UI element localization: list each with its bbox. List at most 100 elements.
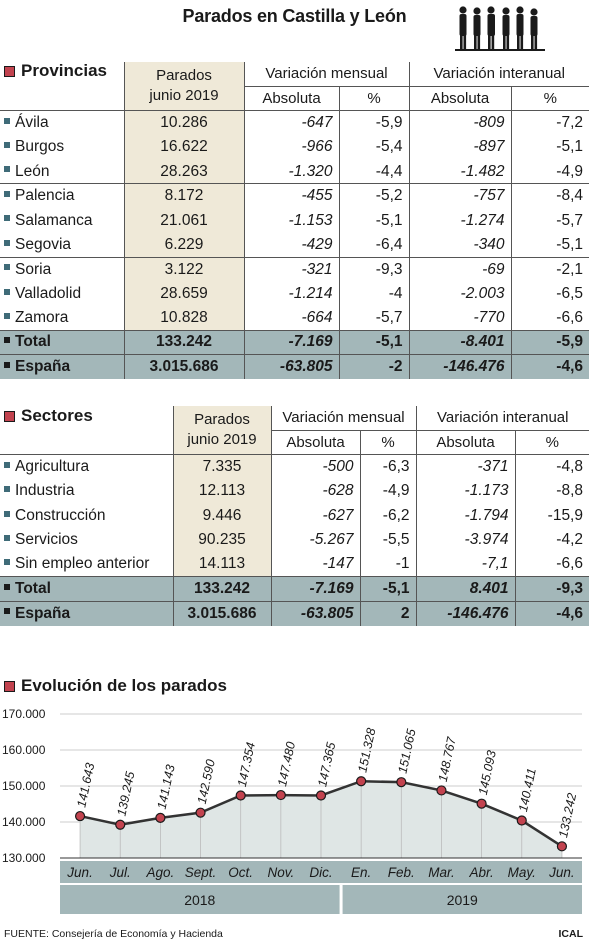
data-label: 139.245 [114, 770, 137, 817]
row-name: Palencia [0, 183, 124, 209]
data-point [396, 777, 407, 788]
cell-interanual-abs: -1.482 [408, 159, 511, 184]
row-label: Servicios [15, 531, 78, 549]
data-point [436, 785, 447, 796]
row-label: Total [15, 333, 51, 351]
cell-interanual-pct: -15,9 [514, 503, 589, 528]
cell-parados: 12.113 [172, 479, 271, 504]
cell-interanual-pct: -5,7 [510, 208, 589, 233]
bullet-icon [4, 215, 10, 222]
row-name: Agricultura [0, 454, 173, 480]
year-band [342, 885, 582, 914]
cell-interanual-abs: -809 [408, 110, 511, 136]
bullet-icon [4, 166, 10, 173]
bullet-icon [4, 462, 10, 469]
data-point [356, 776, 367, 787]
sub-absoluta-header: Absoluta [243, 85, 339, 111]
sub-absoluta-header: Absoluta [415, 429, 515, 455]
bullet-icon [4, 608, 10, 615]
cell-interanual-abs: -69 [408, 256, 511, 282]
data-point [235, 790, 246, 801]
cell-mensual-abs: -628 [270, 479, 360, 504]
row-label: Salamanca [15, 211, 93, 229]
row-name: Valladolid [0, 282, 124, 306]
cell-mensual-abs: -147 [270, 552, 360, 577]
cell-mensual-pct: -4 [338, 281, 409, 306]
row-label: Sin empleo anterior [15, 555, 150, 573]
cell-interanual-pct: -6,5 [510, 281, 589, 306]
year-band [60, 885, 340, 914]
sub-pct-header: % [359, 429, 416, 455]
cell-interanual-abs: -2.003 [408, 281, 511, 306]
cell-interanual-pct: -8,8 [514, 479, 589, 504]
row-label: Valladolid [15, 284, 82, 302]
cell-mensual-pct: -5,9 [338, 110, 409, 136]
cell-mensual-pct: -5,1 [359, 576, 416, 602]
cell-mensual-pct: -5,4 [338, 135, 409, 160]
data-label: 133.242 [556, 792, 579, 839]
cell-mensual-abs: -63.805 [270, 600, 360, 626]
row-name: Ávila [0, 110, 124, 136]
total-row: España 3.015.686 -63.805 2 -146.476 -4,6 [0, 600, 589, 626]
sub-absoluta-header: Absoluta [270, 429, 360, 455]
section-marker-icon [4, 410, 15, 422]
bullet-icon [4, 486, 10, 493]
bullet-icon [4, 535, 10, 542]
row-label: León [15, 162, 50, 180]
cell-mensual-abs: -7.169 [243, 329, 339, 355]
cell-mensual-abs: -647 [243, 110, 339, 136]
cell-mensual-pct: 2 [359, 600, 416, 626]
cell-parados: 3.015.686 [172, 600, 271, 626]
cell-interanual-abs: -1.794 [415, 503, 515, 528]
section-marker-icon [4, 65, 15, 77]
table-row: Agricultura 7.335 -500 -6,3 -371 -4,8 [0, 454, 589, 480]
row-name: Total [0, 329, 124, 355]
provincias-table: Parados junio 2019 Variación mensual Vari… [0, 62, 589, 380]
y-tick-label: 140.000 [2, 815, 46, 829]
x-tick-label: Sept. [185, 865, 217, 880]
cell-interanual-pct: -6,6 [514, 552, 589, 577]
cell-interanual-pct: -4,9 [510, 159, 589, 184]
data-point [195, 807, 206, 818]
cell-mensual-pct: -4,4 [338, 159, 409, 184]
x-tick-label: Nov. [267, 865, 294, 880]
cell-interanual-pct: -5,9 [510, 329, 589, 355]
cell-mensual-pct: -5,5 [359, 527, 416, 553]
data-label: 151.065 [396, 728, 419, 775]
x-tick-label: En. [351, 865, 371, 880]
cell-mensual-abs: -500 [270, 454, 360, 480]
row-name: Salamanca [0, 208, 124, 232]
col-interanual-header: Variación interanual [408, 62, 589, 87]
table-subheader-row: Absoluta % Absoluta % [0, 85, 589, 111]
row-label: Agricultura [15, 458, 90, 476]
cell-mensual-pct: -6,2 [359, 503, 416, 528]
cell-mensual-pct: -5,7 [338, 305, 409, 331]
data-point [155, 812, 166, 823]
cell-interanual-abs: -1.274 [408, 208, 511, 233]
col-mensual-header: Variación mensual [270, 406, 416, 431]
row-label: Ávila [15, 114, 49, 132]
cell-mensual-abs: -1.320 [243, 159, 339, 184]
cell-mensual-pct: -6,3 [359, 454, 416, 480]
bullet-icon [4, 288, 10, 295]
cell-interanual-pct: -4,6 [514, 600, 589, 626]
cell-mensual-pct: -9,3 [338, 256, 409, 282]
x-tick-label: Feb. [388, 865, 415, 880]
row-name: España [0, 600, 173, 626]
sectores-heading: Sectores [4, 406, 93, 426]
table-row: Construcción 9.446 -627 -6,2 -1.794 -15,9 [0, 503, 589, 528]
y-tick-label: 150.000 [2, 779, 46, 793]
cell-parados: 16.622 [123, 135, 244, 160]
cell-parados: 90.235 [172, 527, 271, 553]
row-name: Soria [0, 256, 124, 282]
parados-evolution-chart: 130.000 140.000 150.000 160.000 170.000 141.6… [2, 707, 582, 914]
x-tick-label: Abr. [468, 865, 493, 880]
x-tick-label: Jun. [548, 865, 575, 880]
data-label: 142.590 [195, 758, 218, 805]
x-tick-label: Dic. [309, 865, 332, 880]
row-name: Segovia [0, 233, 124, 257]
x-axis-band [60, 861, 582, 883]
cell-mensual-abs: -7.169 [270, 576, 360, 602]
cell-interanual-abs: -1.173 [415, 479, 515, 504]
cell-mensual-abs: -429 [243, 232, 339, 258]
